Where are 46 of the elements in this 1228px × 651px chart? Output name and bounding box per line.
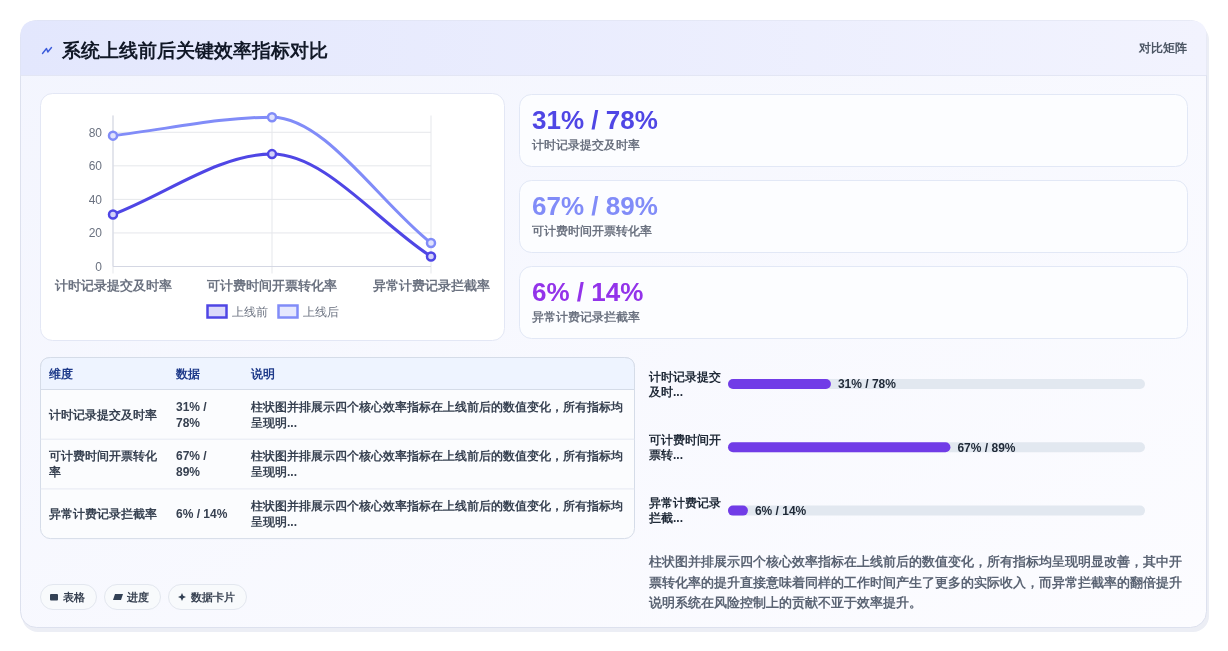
data-label: 67% / 89% [957,440,1016,455]
x-tick-label: 可计费时间开票转化率 [206,277,337,293]
text: 柱状图并排展示四个核心效率指标在上线前后的数值变化，所有指标均呈现明... [250,449,623,480]
point [107,130,119,141]
y-tick-label: 60 [88,159,103,174]
point [266,111,278,123]
x-tick-label: 异常计费记录拦截率 [371,277,490,293]
text: 异常计费记录拦截率 [531,310,640,324]
text: 表格 [62,591,86,603]
text: 异常计费记录拦截率 [48,507,157,522]
legend-label: 上线后 [302,305,339,320]
text: 维度 [48,366,73,381]
y-tick-label: 20 [88,226,103,241]
text: 对比矩阵 [1138,41,1187,55]
y-tick-label: 异常计费记录拦截... [648,496,721,526]
text: 数据卡片 [190,591,235,603]
y-tick-label: 可计费时间开票转... [648,433,721,463]
text: 系统上线前后关键效率指标对比 [61,40,328,61]
text: 计时记录提交及时率 [48,407,157,422]
y-tick-label: 40 [88,192,103,207]
text: 柱状图并排展示四个核心效率指标在上线前后的数值变化，所有指标均呈现明... [250,499,623,530]
data-label: 6% / 14% [754,503,807,518]
point [266,148,278,160]
text: 说明 [250,366,275,381]
point [425,237,437,249]
data-label: 31% / 78% [837,377,897,392]
text: 67% / 89% [532,191,658,221]
text: 进度 [126,591,149,603]
text: 数据 [175,366,200,381]
text: 31% / 78% [176,399,208,430]
point [425,251,437,262]
text: 6% / 14% [532,277,644,307]
text: 柱状图并排展示四个核心效率指标在上线前后的数值变化，所有指标均呈现明... [250,399,623,430]
text: 31% / 78% [532,105,658,135]
legend-label: 上线前 [231,305,268,320]
text: 6% / 14% [176,507,228,522]
text: 可计费时间开票转化率 [48,449,158,480]
y-tick-label: 80 [88,125,103,140]
y-tick-label: 计时记录提交及时... [648,369,721,399]
text: 67% / 89% [176,449,208,480]
x-tick-label: 计时记录提交及时率 [53,277,172,293]
text: 计时记录提交及时率 [531,138,640,152]
text: 柱状图并排展示四个核心效率指标在上线前后的数值变化，所有指标均呈现明显改善，其中开票转化率的提升直接意味着同样的工作时间产生了更多的实际收入，而异常拦截率的翻倍提升说明系统在风险控制上的贡献不亚于效率提升。 [648,554,1182,610]
point [107,209,119,220]
y-tick-label: 0 [95,259,103,274]
text: 可计费时间开票转化率 [531,224,652,238]
